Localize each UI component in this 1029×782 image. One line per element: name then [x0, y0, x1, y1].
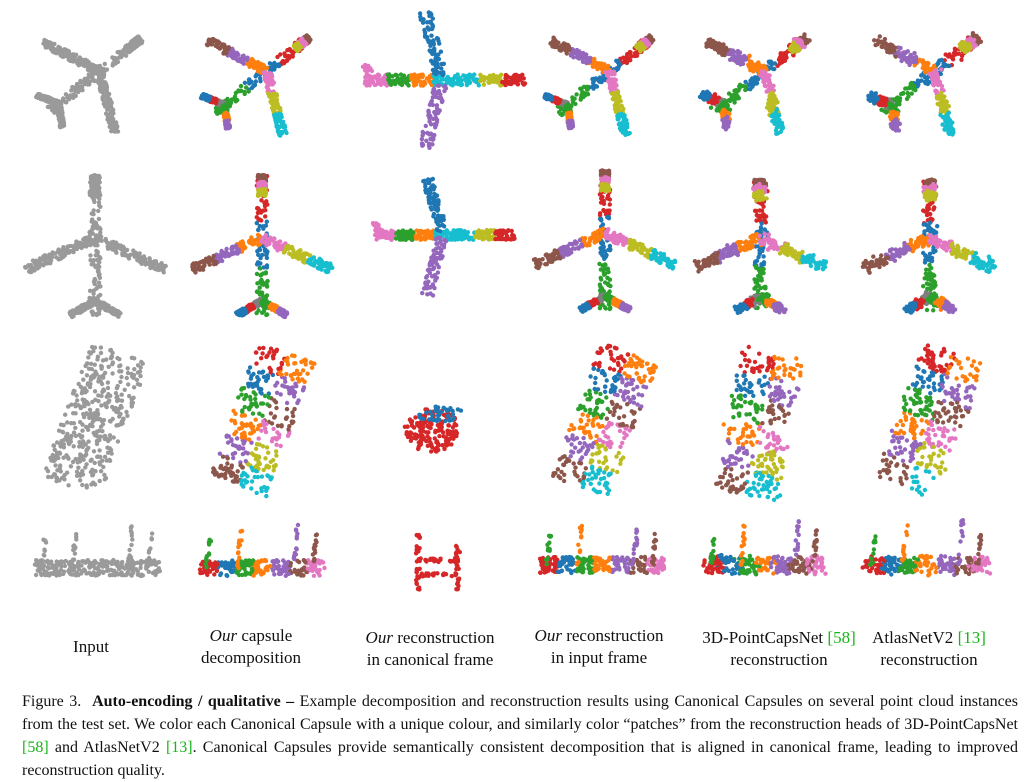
- caption-text-2: and AtlasNetV2: [48, 739, 166, 756]
- pointcloud-canonical-chair: [413, 532, 462, 592]
- col-label-input: Input: [73, 637, 109, 656]
- caption-text-3: . Canonical Capsules provide semanticall…: [22, 739, 1018, 779]
- caption-citation-13: [13]: [165, 739, 193, 756]
- pointcloud-decomp-sofa: [211, 345, 317, 499]
- col-label-atlasnetv2: AtlasNetV2 [13] reconstruction: [872, 628, 986, 669]
- col-label-pointcapsnet: 3D-PointCapsNet [58] reconstruction: [702, 628, 856, 669]
- pointcloud-decomp-table: [197, 522, 327, 578]
- citation-58: [58]: [827, 628, 856, 647]
- caption-label: Figure 3.: [22, 693, 82, 710]
- pointcloud-input-plane-2: [23, 173, 168, 320]
- col-label-canonical-reconstruction: Our reconstruction in canonical frame: [365, 628, 495, 669]
- col-label-input-frame-reconstruction: Our reconstruction in input frame: [534, 626, 664, 667]
- pointcloud-atlasnet-sofa: [877, 343, 983, 497]
- pointcloud-pointcapsnet-plane-1: [697, 32, 812, 136]
- col-label-capsule-decomposition: Our capsule decomposition: [200, 626, 302, 667]
- citation-13: [13]: [957, 628, 986, 647]
- pointcloud-input-table: [32, 524, 162, 579]
- figure-caption: Figure 3. Auto-encoding / qualitative – …: [22, 690, 1018, 782]
- caption-citation-58: [58]: [22, 739, 49, 756]
- figure-point-clouds: [23, 10, 998, 592]
- pointcloud-atlasnet-table: [860, 518, 993, 578]
- pointcloud-pointcapsnet-table: [701, 519, 828, 577]
- pointcloud-inputframe-plane-2: [531, 168, 678, 314]
- pointcloud-canonical-plane-2: [370, 176, 517, 298]
- pointcloud-inputframe-table: [537, 523, 667, 576]
- pointcloud-atlasnet-plane-1: [866, 31, 984, 137]
- pointcloud-input-sofa: [44, 344, 145, 490]
- pointcloud-atlasnet-plane-2: [860, 177, 998, 315]
- pointcloud-pointcapsnet-plane-2: [692, 177, 829, 315]
- pointcloud-canonical-plane-1: [360, 10, 528, 150]
- pointcloud-inputframe-sofa: [551, 343, 658, 496]
- pointcloud-decomp-plane-1: [198, 33, 313, 138]
- caption-title: Auto-encoding / qualitative –: [92, 693, 295, 710]
- pointcloud-pointcapsnet-sofa: [714, 344, 804, 502]
- pointcloud-inputframe-plane-1: [542, 33, 656, 137]
- pointcloud-input-plane-1: [34, 34, 145, 134]
- pointcloud-canonical-sofa: [402, 404, 464, 454]
- pointcloud-decomp-plane-2: [190, 172, 335, 320]
- caption-text-1: Example decomposition and reconstruction…: [22, 693, 1019, 733]
